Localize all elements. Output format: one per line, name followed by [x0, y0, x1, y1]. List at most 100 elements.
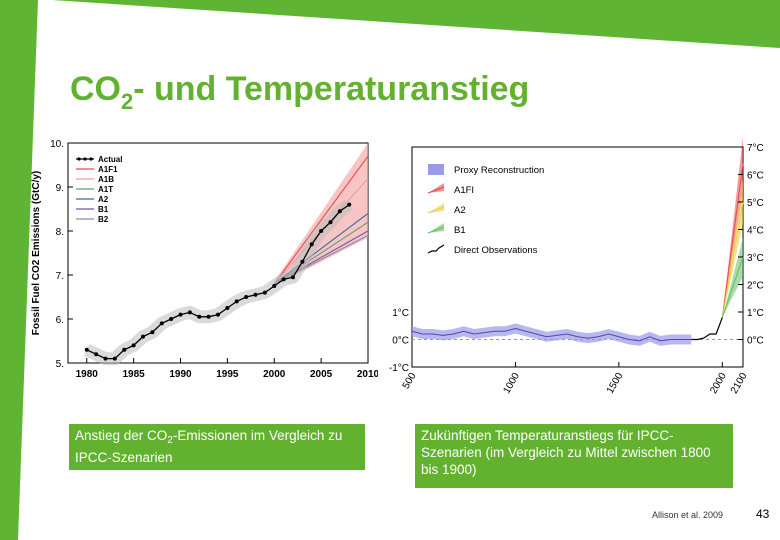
x-tick-label-1500: 1500 [605, 371, 626, 396]
legend-label-a1fi: A1FI [454, 185, 474, 196]
y-tick-label-10.: 10. [50, 139, 64, 150]
x-tick-label-1995: 1995 [216, 369, 239, 380]
scenario-fan-a1fi [722, 136, 743, 318]
actual-point-1995 [225, 306, 230, 310]
legend-label-b2: B2 [98, 215, 109, 224]
left-tick-label-1: 1°C [392, 308, 409, 319]
actual-point-1987 [150, 330, 155, 335]
actual-point-1999 [262, 290, 267, 295]
legend-label-b1: B1 [454, 225, 466, 236]
scenario-line-a2 [721, 201, 744, 318]
right-tick-label-3: 3°C [747, 253, 764, 264]
actual-point-2000 [272, 284, 277, 288]
actual-point-1982 [103, 356, 108, 361]
legend-label-a1t: A1T [98, 185, 113, 194]
actual-point-1991 [187, 310, 192, 315]
actual-point-1992 [197, 314, 202, 319]
right-tick-label-7: 7°C [747, 143, 764, 154]
x-tick-label-2000: 2000 [708, 371, 729, 396]
y-tick-label-9.: 9. [56, 183, 64, 194]
actual-point-1998 [253, 292, 258, 297]
x-tick-label-1985: 1985 [123, 369, 146, 380]
right-tick-label-5: 5°C [747, 198, 764, 209]
legend-swatch-proxy [428, 164, 444, 175]
actual-point-1990 [178, 312, 183, 317]
band-top [38, 0, 780, 48]
legend-swatch-observations [427, 244, 445, 254]
scenario-fan-b1 [722, 237, 743, 318]
scenario-uncertainty-band [274, 143, 368, 286]
scenario-line-a1f1 [273, 155, 369, 285]
actual-point-1986 [141, 334, 145, 339]
legend-swatch-b1 [428, 223, 444, 233]
right-tick-label-6: 6°C [747, 171, 764, 182]
actual-point-1984 [122, 347, 127, 352]
legend-label-a2: A2 [454, 205, 466, 216]
actual-point-1996 [234, 299, 239, 304]
actual-point-1988 [159, 321, 164, 326]
scenario-fan-a2 [722, 180, 743, 318]
caption-left: Anstieg der CO2-Emissionen im Vergleich … [69, 424, 365, 470]
actual-point-2004 [309, 242, 314, 247]
actual-point-2007 [337, 209, 342, 214]
x-tick-label-1000: 1000 [501, 371, 522, 396]
y-tick-label-6.: 6. [56, 315, 64, 326]
legend-label-proxy-reconstruction: Proxy Reconstruction [454, 165, 544, 176]
legend-label-direct-observations: Direct Observations [454, 245, 538, 256]
slide-title: CO2- und Temperaturanstieg [70, 70, 530, 114]
right-tick-label-1: 1°C [747, 308, 764, 319]
y-axis-label: Fossil Fuel CO2 Emissions (GtC/y) [31, 171, 42, 335]
x-tick-label-2005: 2005 [310, 369, 333, 380]
right-tick-label-0: 0°C [747, 336, 764, 347]
legend-dot [89, 157, 93, 161]
proxy-line [411, 327, 692, 342]
actual-point-2001 [281, 277, 286, 282]
y-tick-label-8.: 8. [56, 227, 64, 238]
actual-point-1989 [169, 317, 174, 321]
actual-point-2002 [291, 275, 295, 280]
actual-point-1981 [94, 352, 99, 357]
legend-label-a1f1: A1F1 [98, 165, 118, 174]
citation: Allison et al. 2009 [652, 510, 724, 520]
legend-swatch-a1fi [428, 183, 444, 193]
actual-point-1980 [84, 347, 89, 352]
actual-point-1997 [244, 295, 249, 299]
actual-point-1994 [216, 312, 220, 317]
x-tick-label-2000: 2000 [263, 369, 286, 380]
y-tick-label-5.: 5. [56, 359, 64, 370]
x-tick-label-2010: 2010 [357, 369, 378, 380]
actual-point-2005 [319, 229, 324, 233]
legend-line-a2 [427, 206, 445, 214]
proxy-band [412, 323, 692, 346]
actual-point-1983 [112, 356, 117, 361]
actual-point-2006 [328, 220, 333, 225]
x-tick-label-1980: 1980 [76, 369, 99, 380]
legend-label-a1b: A1B [98, 175, 114, 184]
band-left [0, 0, 38, 540]
caption-right: Zukünftigen Temperaturanstiegs für IPCC-… [415, 424, 733, 488]
co2-emissions-chart: 5. 6. 7. 8. 9. 10. 1980 1985 1990 1995 2000 2005 201… [31, 139, 378, 380]
right-tick-label-2: 2°C [747, 281, 764, 292]
page-number: 43 [756, 507, 770, 521]
legend-dot [83, 157, 87, 161]
actual-point-1985 [131, 343, 136, 348]
legend-label-actual: Actual [98, 155, 122, 164]
y-tick-label-7.: 7. [56, 271, 64, 282]
x-tick-label-1990: 1990 [169, 369, 192, 380]
scenario-line-a1fi [721, 163, 744, 318]
right-tick-label-4: 4°C [747, 226, 764, 237]
left-tick-label-0: 0°C [392, 336, 409, 347]
legend-line-a1fi [427, 186, 445, 194]
actual-point-1993 [206, 314, 211, 319]
legend-line-b1 [427, 226, 445, 234]
actual-point-2003 [300, 259, 305, 264]
legend-swatch-a2 [428, 203, 444, 213]
legend-label-b1: B1 [98, 205, 109, 214]
legend-label-a2: A2 [98, 195, 109, 204]
actual-point-2008 [347, 202, 352, 207]
left-tick-label--1: -1°C [389, 363, 409, 374]
scenario-line-b1 [721, 256, 744, 318]
